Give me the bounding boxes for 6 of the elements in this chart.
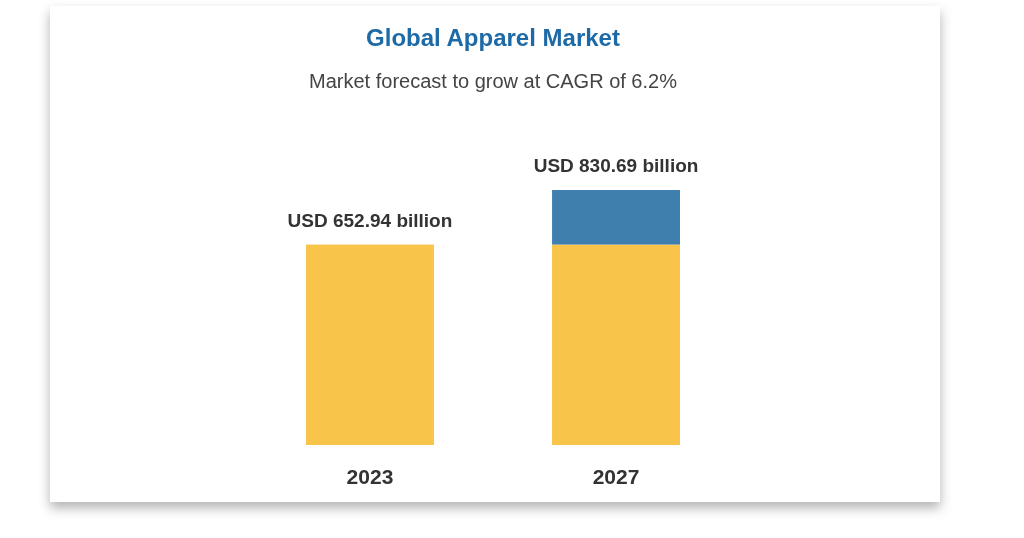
chart-title: Global Apparel Market	[366, 24, 620, 51]
x-tick-label: 2023	[346, 465, 394, 488]
total-label: USD 830.69 billion	[533, 155, 699, 176]
total-label: USD 652.94 billion	[287, 209, 453, 231]
chart-subtitle: Market forecast to grow at CAGR of 6.2%	[309, 70, 678, 92]
x-tick-label: 2027	[592, 465, 640, 488]
